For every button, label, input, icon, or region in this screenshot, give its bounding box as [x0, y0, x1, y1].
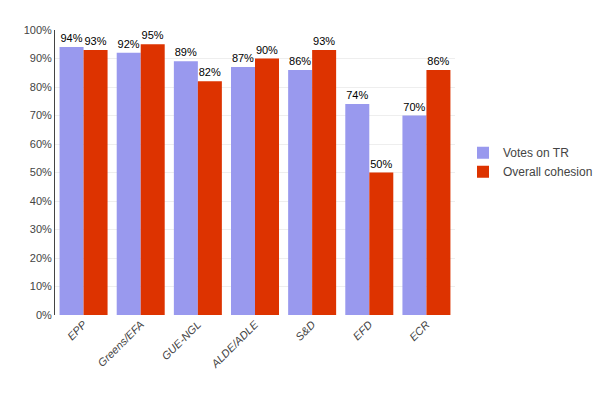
- svg-text:40%: 40%: [30, 195, 52, 207]
- svg-text:ECR: ECR: [407, 318, 432, 343]
- svg-text:20%: 20%: [30, 252, 52, 264]
- svg-text:ALDE/ADLE: ALDE/ADLE: [208, 318, 260, 370]
- svg-text:30%: 30%: [30, 223, 52, 235]
- svg-text:90%: 90%: [30, 52, 52, 64]
- svg-text:10%: 10%: [30, 280, 52, 292]
- svg-text:93%: 93%: [313, 35, 335, 47]
- svg-text:92%: 92%: [118, 38, 140, 50]
- svg-text:Greens/EFA: Greens/EFA: [95, 318, 146, 369]
- svg-text:95%: 95%: [142, 29, 164, 41]
- svg-text:60%: 60%: [30, 138, 52, 150]
- svg-text:EPP: EPP: [65, 318, 90, 343]
- svg-text:GUE-NGL: GUE-NGL: [159, 318, 203, 362]
- svg-text:Overall cohesion: Overall cohesion: [503, 165, 592, 179]
- svg-text:EFD: EFD: [351, 318, 375, 342]
- svg-text:0%: 0%: [36, 309, 52, 321]
- svg-text:86%: 86%: [427, 55, 449, 67]
- svg-text:74%: 74%: [346, 89, 368, 101]
- svg-text:70%: 70%: [403, 101, 425, 113]
- svg-text:80%: 80%: [30, 81, 52, 93]
- svg-text:86%: 86%: [289, 55, 311, 67]
- svg-text:Votes on TR: Votes on TR: [503, 146, 569, 160]
- svg-text:70%: 70%: [30, 109, 52, 121]
- svg-text:89%: 89%: [175, 46, 197, 58]
- svg-text:94%: 94%: [60, 32, 82, 44]
- svg-text:90%: 90%: [256, 44, 278, 56]
- svg-text:50%: 50%: [370, 158, 392, 170]
- svg-text:82%: 82%: [199, 66, 221, 78]
- svg-text:87%: 87%: [232, 52, 254, 64]
- svg-text:93%: 93%: [84, 35, 106, 47]
- svg-text:50%: 50%: [30, 166, 52, 178]
- svg-text:S&D: S&D: [293, 318, 318, 343]
- svg-text:100%: 100%: [24, 24, 52, 36]
